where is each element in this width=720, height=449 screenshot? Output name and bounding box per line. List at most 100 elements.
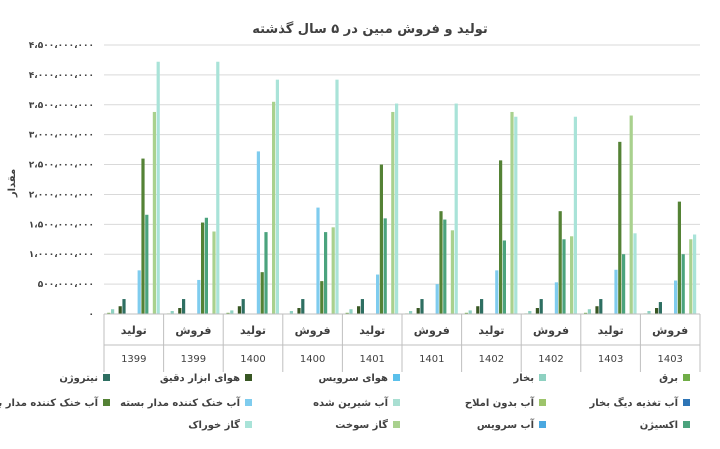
bar <box>197 279 201 314</box>
bar <box>111 309 115 314</box>
y-tick-label: ۵۰۰،۰۰۰،۰۰۰ <box>38 280 94 290</box>
bar <box>450 230 454 314</box>
bar <box>260 272 264 314</box>
legend-swatch <box>683 374 690 381</box>
bars <box>107 61 697 315</box>
legend-label: آب تغذیه دیگ بخار <box>588 396 678 409</box>
x-year-label: 1400 <box>300 354 325 365</box>
bar <box>658 302 662 314</box>
bar <box>212 231 216 314</box>
bar <box>476 306 480 314</box>
bar <box>107 312 111 314</box>
bar <box>443 219 447 314</box>
legend-swatch <box>245 374 252 381</box>
bar <box>216 61 220 314</box>
y-tick-label: ۲،۰۰۰،۰۰۰،۰۰۰ <box>29 190 94 200</box>
bar <box>633 233 637 314</box>
bar <box>614 269 618 314</box>
legend-swatch <box>539 421 546 428</box>
bar <box>599 299 603 314</box>
bar <box>379 164 383 314</box>
y-tick-label: ۳،۰۰۰،۰۰۰،۰۰۰ <box>29 131 94 141</box>
legend-label: آب شیرین شده <box>313 396 388 409</box>
bar <box>435 284 439 314</box>
bar <box>514 116 518 314</box>
x-category-label: تولید <box>359 324 385 337</box>
bar <box>349 309 353 314</box>
legend-label: آب سرویس <box>477 418 535 431</box>
bar <box>391 111 395 314</box>
bar <box>201 222 205 314</box>
x-year-label: 1403 <box>657 354 682 365</box>
bar <box>480 299 484 314</box>
x-category-label: فروش <box>652 324 688 337</box>
x-category-label: تولید <box>478 324 504 337</box>
bar <box>439 211 443 314</box>
x-category-label: تولید <box>240 324 266 337</box>
legend-swatch <box>683 399 690 406</box>
x-year-label: 1403 <box>598 354 623 365</box>
bar <box>170 311 174 314</box>
bar <box>152 111 156 314</box>
bar <box>204 217 208 314</box>
bar <box>360 299 364 314</box>
bar <box>182 299 186 314</box>
legend-label: هوای ابزار دقیق <box>160 373 240 384</box>
bar <box>647 311 651 314</box>
legend-swatch <box>539 399 546 406</box>
legend-label: برق <box>659 373 678 384</box>
y-tick-label: ۱،۵۰۰،۰۰۰،۰۰۰ <box>29 220 94 230</box>
x-axis: تولید 1399 فروش 1399 تولید 1400 فروش 1400 تولید 1… <box>103 313 701 372</box>
bar <box>420 299 424 314</box>
legend-label: گاز سوخت <box>335 418 388 431</box>
bar <box>357 306 361 314</box>
legend-swatch <box>393 374 400 381</box>
bar <box>237 306 241 314</box>
bar <box>256 151 260 314</box>
bar <box>502 240 506 314</box>
bar <box>595 306 599 314</box>
bar <box>156 61 160 314</box>
x-category-label: فروش <box>414 324 450 337</box>
x-year-label: 1401 <box>419 354 444 365</box>
bar <box>395 103 399 315</box>
y-tick-label: ۱،۰۰۰،۰۰۰،۰۰۰ <box>29 250 94 260</box>
legend-label: گاز خوراک <box>188 418 240 431</box>
y-tick-label: ۲،۵۰۰،۰۰۰،۰۰۰ <box>29 161 94 171</box>
bar <box>137 270 141 314</box>
y-tick-label: ۴،۰۰۰،۰۰۰،۰۰۰ <box>29 71 94 81</box>
bar <box>416 308 420 314</box>
bar <box>226 312 230 314</box>
bar <box>622 254 626 314</box>
x-year-label: 1399 <box>181 354 206 365</box>
bar <box>324 232 328 314</box>
bar <box>376 274 380 314</box>
gridlines <box>104 44 700 315</box>
bar <box>301 299 305 314</box>
bar <box>677 201 681 314</box>
bar <box>554 282 558 314</box>
bar <box>584 312 588 314</box>
legend-swatch <box>393 399 400 406</box>
bar <box>275 79 279 314</box>
bar <box>241 299 245 314</box>
bar <box>570 236 574 314</box>
bar <box>316 207 320 314</box>
bar <box>272 101 276 315</box>
bar <box>331 227 335 314</box>
bar <box>409 311 413 314</box>
y-tick-label: ۴،۵۰۰،۰۰۰،۰۰۰ <box>29 41 94 51</box>
y-tick-label: ۰ <box>89 310 95 320</box>
bar <box>335 79 339 314</box>
bar <box>689 239 693 314</box>
bar <box>289 311 293 314</box>
bar <box>618 141 622 314</box>
bar <box>499 160 503 314</box>
legend-label: آب بدون املاح <box>465 396 535 409</box>
bar <box>264 232 268 314</box>
x-category-label: فروش <box>295 324 331 337</box>
legend: برق بخار هوای سرویس هوای ابزار دقیق نیتروژن آ… <box>0 373 690 431</box>
bar <box>510 111 514 314</box>
legend-label: آب خنک کننده مدار باز <box>0 396 99 409</box>
